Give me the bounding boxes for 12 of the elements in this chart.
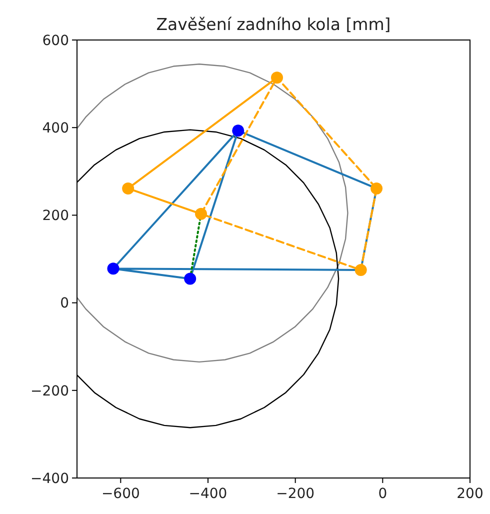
x-tick-label: −400: [188, 486, 228, 502]
x-tick-label: −200: [276, 486, 315, 502]
y-tick-label: 400: [42, 120, 69, 136]
x-tick-label: −600: [101, 486, 140, 502]
x-tick-label: 0: [378, 486, 388, 502]
y-tick-label: 200: [42, 208, 69, 224]
chart-title: Zavěšení zadního kola [mm]: [156, 15, 391, 34]
y-tick-label: −200: [30, 383, 69, 400]
y-tick-label: 0: [60, 296, 69, 312]
y-tick-label: −400: [30, 470, 69, 487]
y-tick-label: 600: [42, 32, 69, 49]
x-tick-label: 200: [456, 486, 484, 502]
